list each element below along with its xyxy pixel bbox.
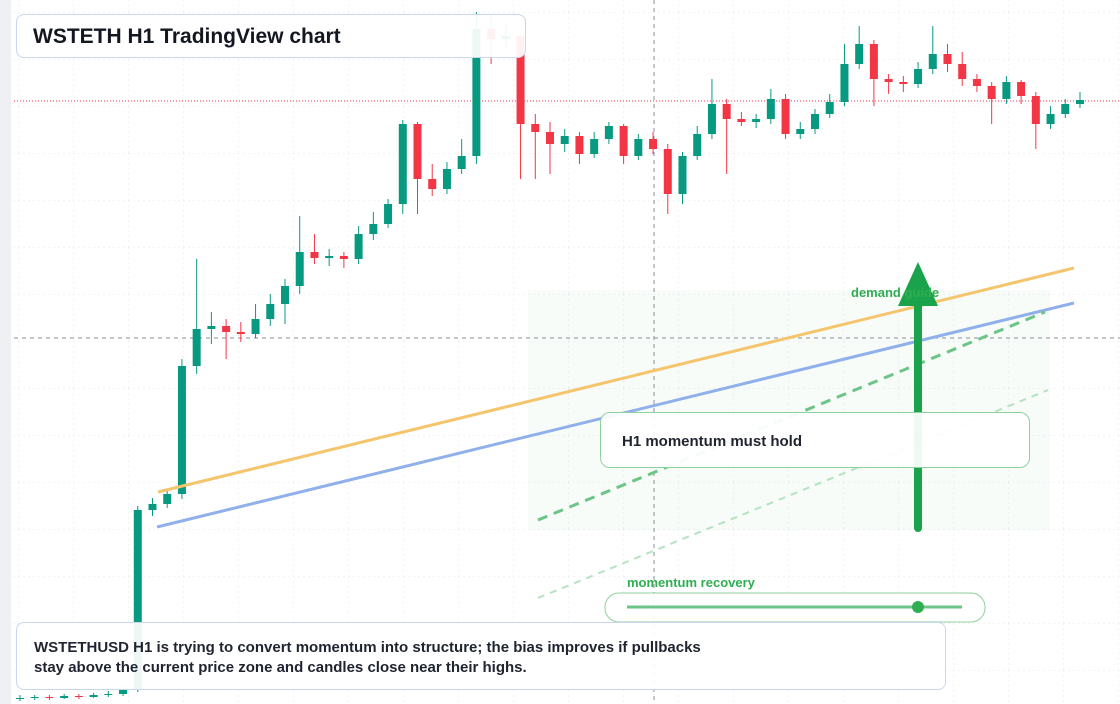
candle-body — [163, 494, 172, 504]
candle-body — [546, 132, 554, 144]
candle-body — [516, 36, 525, 124]
candle-body — [825, 102, 834, 114]
candle-body — [89, 695, 98, 697]
candle-body — [737, 119, 746, 122]
note-box: WSTETHUSD H1 is trying to convert moment… — [16, 622, 946, 690]
arrow-head — [898, 262, 938, 306]
candle-body — [428, 179, 437, 189]
candle-body — [840, 64, 849, 102]
candle-body — [457, 156, 466, 169]
left-edge — [0, 0, 11, 704]
candle-body — [295, 252, 304, 286]
candle-body — [30, 697, 39, 698]
candle-body — [752, 119, 761, 122]
candle-body — [1061, 104, 1070, 114]
candle-body — [604, 126, 613, 139]
chart-title: WSTETH H1 TradingView chart — [33, 25, 341, 48]
candle-body — [74, 696, 83, 697]
candle-body — [663, 149, 672, 194]
candle-body — [251, 319, 260, 334]
candle-body — [1031, 96, 1040, 124]
demand-zone — [528, 290, 1050, 530]
candle-body — [281, 286, 289, 304]
candle-body — [325, 256, 334, 258]
candle-body — [177, 366, 186, 494]
candle-body — [104, 694, 113, 695]
candle-body — [928, 54, 937, 69]
candle-body — [781, 99, 790, 134]
candle-body — [722, 104, 731, 119]
note: WSTETHUSD H1 is trying to convert moment… — [34, 639, 701, 676]
candle-body — [398, 124, 407, 204]
candle-body — [266, 304, 275, 319]
candle-body — [796, 129, 805, 134]
candle-body — [207, 326, 216, 329]
candle-body — [1076, 100, 1084, 104]
annotation: H1 momentum must hold — [622, 433, 803, 450]
title-box: WSTETH H1 TradingView chart — [16, 14, 526, 58]
candle-body — [707, 104, 716, 134]
candle-body — [310, 252, 319, 258]
candle-body — [45, 697, 54, 698]
candle-body — [811, 114, 819, 129]
candle-body — [60, 696, 69, 698]
candle-body — [972, 79, 981, 86]
candle-body — [1002, 82, 1011, 99]
candle-body — [133, 510, 142, 690]
candle-body — [442, 169, 451, 189]
candle-body — [634, 139, 643, 156]
slider-knob — [912, 601, 924, 613]
candle-body — [1017, 82, 1026, 96]
candle-body — [958, 64, 967, 79]
candle-body — [575, 136, 584, 154]
candle-body — [1046, 114, 1055, 124]
candle-body — [560, 136, 569, 144]
candle-body — [649, 139, 658, 149]
candle-body — [869, 44, 878, 79]
candle-body — [619, 126, 628, 156]
annotation: demand guide — [851, 285, 940, 300]
candle-body — [884, 79, 893, 82]
candle-body — [914, 69, 923, 84]
annotation: momentum recovery — [627, 575, 755, 590]
candle-body — [16, 698, 24, 699]
candle-body — [148, 504, 157, 510]
candle-body — [413, 124, 422, 179]
candle-body — [531, 124, 540, 132]
candle-body — [472, 29, 481, 156]
candle-body — [987, 86, 996, 99]
candle-body — [693, 134, 702, 156]
candle-body — [236, 332, 245, 334]
candle-body — [339, 256, 348, 259]
candle-body — [678, 156, 687, 194]
candle-body — [766, 99, 775, 119]
annotation-box: H1 momentum must hold — [600, 412, 1030, 468]
candle-body — [899, 82, 908, 84]
candle-body — [354, 234, 363, 259]
candle-body — [384, 204, 393, 224]
candle-body — [943, 54, 952, 64]
candle-body — [590, 139, 599, 154]
candle-body — [192, 329, 201, 366]
candle-body — [855, 44, 864, 64]
candle-body — [119, 690, 128, 694]
candle-body — [369, 224, 378, 234]
candle-body — [222, 326, 231, 332]
